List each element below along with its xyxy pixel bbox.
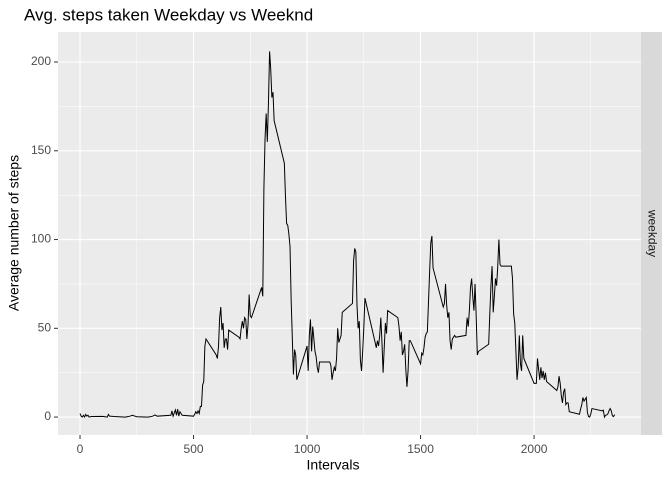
y-axis-label: Average number of steps: [6, 155, 22, 311]
x-axis-label: Intervals: [307, 457, 360, 473]
x-tick-label: 1500: [407, 442, 434, 456]
facet-strip: [641, 32, 662, 435]
facet-label: weekday: [645, 209, 659, 257]
x-tick-label: 2000: [521, 442, 548, 456]
y-tick-label: 50: [38, 320, 52, 334]
x-tick-label: 0: [77, 442, 84, 456]
data-line: [79, 51, 616, 419]
panel-background: [58, 32, 641, 435]
chart-title: Avg. steps taken Weekday vs Weeknd: [24, 5, 313, 24]
x-tick-label: 1000: [294, 442, 321, 456]
y-tick-label: 150: [31, 143, 51, 157]
x-tick-label: 500: [184, 442, 204, 456]
y-tick-label: 100: [31, 232, 51, 246]
y-tick-label: 0: [44, 409, 51, 423]
y-tick-label: 200: [31, 54, 51, 68]
